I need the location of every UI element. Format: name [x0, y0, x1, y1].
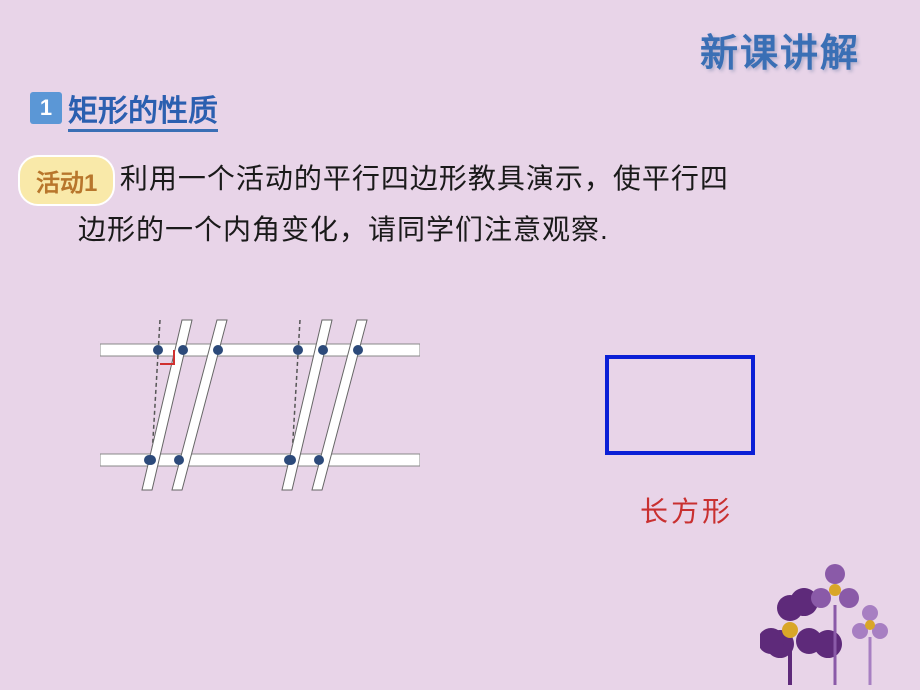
activity-badge: 活动1	[18, 155, 115, 206]
hinge-dot	[293, 345, 303, 355]
flower-small	[852, 605, 888, 685]
parallelogram-diagram	[100, 310, 420, 510]
hinge-dot	[153, 345, 163, 355]
decorative-flowers	[760, 535, 900, 690]
rectangle-shape	[605, 355, 755, 455]
section-title-text: 矩形的性质	[68, 86, 218, 130]
diagram-svg	[100, 310, 420, 510]
rectangle-label: 长方形	[640, 490, 733, 530]
hinge-dot	[144, 455, 154, 465]
hinge-dot	[353, 345, 363, 355]
section-number-badge: 1	[30, 92, 62, 124]
deco-svg	[760, 535, 900, 685]
hinge-dot	[213, 345, 223, 355]
hinge-dot	[174, 455, 184, 465]
hinge-dot	[178, 345, 188, 355]
hinge-dot	[284, 455, 294, 465]
hinge-dot	[314, 455, 324, 465]
slide-header: 新课讲解	[700, 22, 860, 77]
section-title: 1 矩形的性质	[30, 86, 218, 130]
horiz-bar-top	[100, 344, 420, 356]
hinge-dot	[318, 345, 328, 355]
activity-text-line2: 边形的一个内角变化，请同学们注意观察.	[78, 206, 880, 254]
activity-block: 活动1 利用一个活动的平行四边形教具演示，使平行四 边形的一个内角变化，请同学们…	[18, 155, 880, 254]
activity-text-line1: 利用一个活动的平行四边形教具演示，使平行四	[120, 163, 729, 194]
flower-medium	[811, 564, 859, 685]
